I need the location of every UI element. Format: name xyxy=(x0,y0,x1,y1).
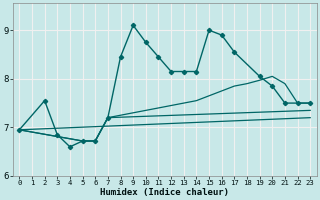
X-axis label: Humidex (Indice chaleur): Humidex (Indice chaleur) xyxy=(100,188,229,197)
